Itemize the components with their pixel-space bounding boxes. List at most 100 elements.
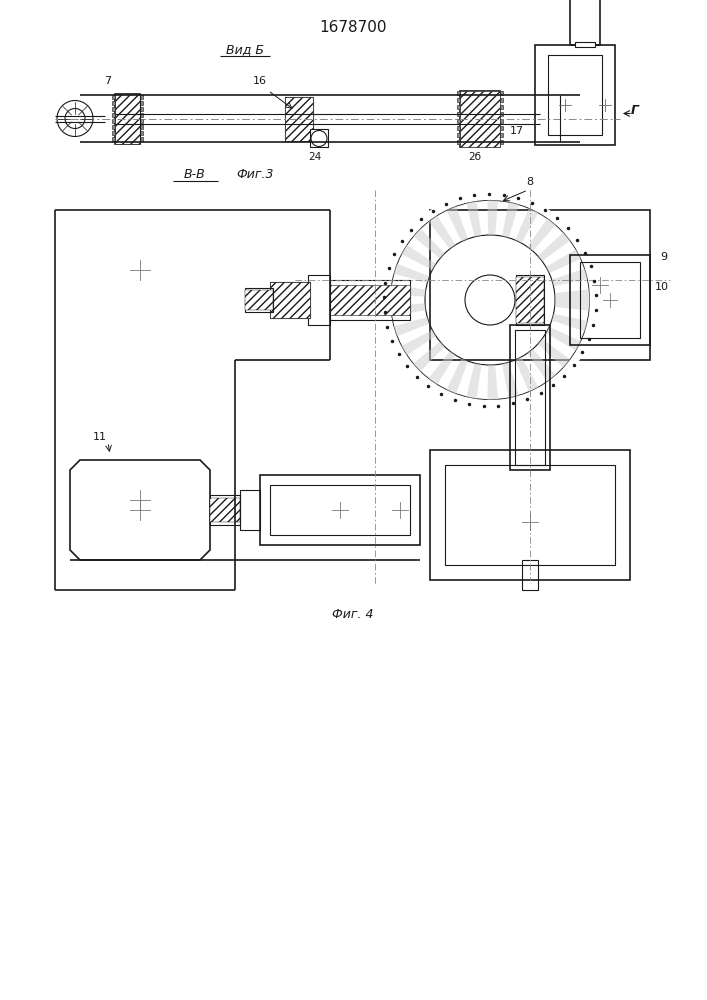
Bar xyxy=(260,475,420,545)
Text: 9: 9 xyxy=(660,252,667,262)
Polygon shape xyxy=(527,218,556,251)
Polygon shape xyxy=(467,363,481,399)
Polygon shape xyxy=(413,228,445,259)
Polygon shape xyxy=(70,460,210,560)
Polygon shape xyxy=(515,208,539,243)
Bar xyxy=(245,288,273,312)
Text: 1678700: 1678700 xyxy=(320,20,387,35)
Bar xyxy=(285,97,313,140)
Bar xyxy=(570,255,650,345)
Bar xyxy=(430,210,650,360)
Polygon shape xyxy=(554,300,590,311)
Bar xyxy=(457,139,460,143)
Polygon shape xyxy=(551,314,588,331)
Polygon shape xyxy=(502,202,519,238)
Bar xyxy=(522,560,538,590)
Bar xyxy=(112,106,115,110)
Polygon shape xyxy=(394,317,429,336)
Bar xyxy=(460,91,500,146)
Bar xyxy=(500,132,503,136)
Bar xyxy=(210,498,240,522)
Text: 7: 7 xyxy=(105,76,112,86)
Bar xyxy=(115,94,140,143)
Polygon shape xyxy=(538,232,571,261)
Polygon shape xyxy=(554,289,590,300)
Bar xyxy=(457,125,460,129)
Bar xyxy=(112,136,115,140)
Bar xyxy=(445,465,615,565)
Bar xyxy=(140,112,143,116)
Polygon shape xyxy=(515,357,539,392)
Bar xyxy=(500,98,503,102)
Bar xyxy=(457,111,460,115)
Bar xyxy=(115,94,140,143)
Bar xyxy=(457,118,460,122)
Bar xyxy=(210,495,240,525)
Polygon shape xyxy=(467,201,481,237)
Polygon shape xyxy=(551,269,588,286)
Bar xyxy=(515,330,545,465)
Bar xyxy=(510,325,550,470)
Polygon shape xyxy=(402,245,436,270)
Polygon shape xyxy=(546,327,581,351)
Bar xyxy=(140,95,143,99)
Bar xyxy=(112,118,115,122)
Text: Вид Б: Вид Б xyxy=(226,43,264,56)
Bar xyxy=(500,139,503,143)
Bar xyxy=(457,98,460,102)
Bar xyxy=(575,42,595,47)
Polygon shape xyxy=(390,303,426,316)
Bar xyxy=(500,104,503,108)
Text: 11: 11 xyxy=(93,432,107,442)
Bar xyxy=(548,55,602,135)
Bar xyxy=(112,130,115,134)
Bar xyxy=(430,450,630,580)
Polygon shape xyxy=(428,215,455,249)
Bar xyxy=(140,106,143,110)
Bar xyxy=(140,118,143,122)
Polygon shape xyxy=(546,249,581,273)
Bar xyxy=(535,45,615,145)
Bar xyxy=(285,97,313,140)
Text: 10: 10 xyxy=(655,282,669,292)
Bar xyxy=(330,285,410,315)
Bar xyxy=(270,485,410,535)
Bar xyxy=(500,111,503,115)
Polygon shape xyxy=(446,358,468,394)
Bar xyxy=(500,118,503,122)
Bar xyxy=(140,124,143,128)
Polygon shape xyxy=(446,206,468,242)
Bar xyxy=(580,262,640,338)
Bar xyxy=(112,124,115,128)
Bar xyxy=(310,128,328,146)
Bar xyxy=(457,132,460,136)
Bar xyxy=(457,104,460,108)
Text: Фиг. 4: Фиг. 4 xyxy=(332,608,374,621)
Polygon shape xyxy=(487,365,498,400)
Text: 17: 17 xyxy=(510,125,524,135)
Bar xyxy=(516,277,544,323)
Bar xyxy=(330,280,410,320)
Text: 16: 16 xyxy=(253,76,267,86)
Polygon shape xyxy=(413,341,445,372)
Bar xyxy=(270,282,310,318)
Bar xyxy=(457,91,460,95)
Bar xyxy=(516,275,544,325)
Bar xyxy=(270,282,310,318)
Text: Фиг.3: Фиг.3 xyxy=(236,168,274,182)
Polygon shape xyxy=(402,330,436,355)
Text: 8: 8 xyxy=(527,177,534,187)
Bar xyxy=(140,136,143,140)
Bar xyxy=(140,101,143,104)
Bar xyxy=(500,91,503,95)
Bar xyxy=(570,0,600,45)
Bar xyxy=(308,275,330,325)
Bar xyxy=(460,91,500,146)
Text: Г: Г xyxy=(631,104,639,116)
Wedge shape xyxy=(382,192,598,408)
Bar xyxy=(112,95,115,99)
Bar xyxy=(500,125,503,129)
Bar xyxy=(112,101,115,104)
Text: В-В: В-В xyxy=(184,168,206,182)
Bar xyxy=(140,130,143,134)
